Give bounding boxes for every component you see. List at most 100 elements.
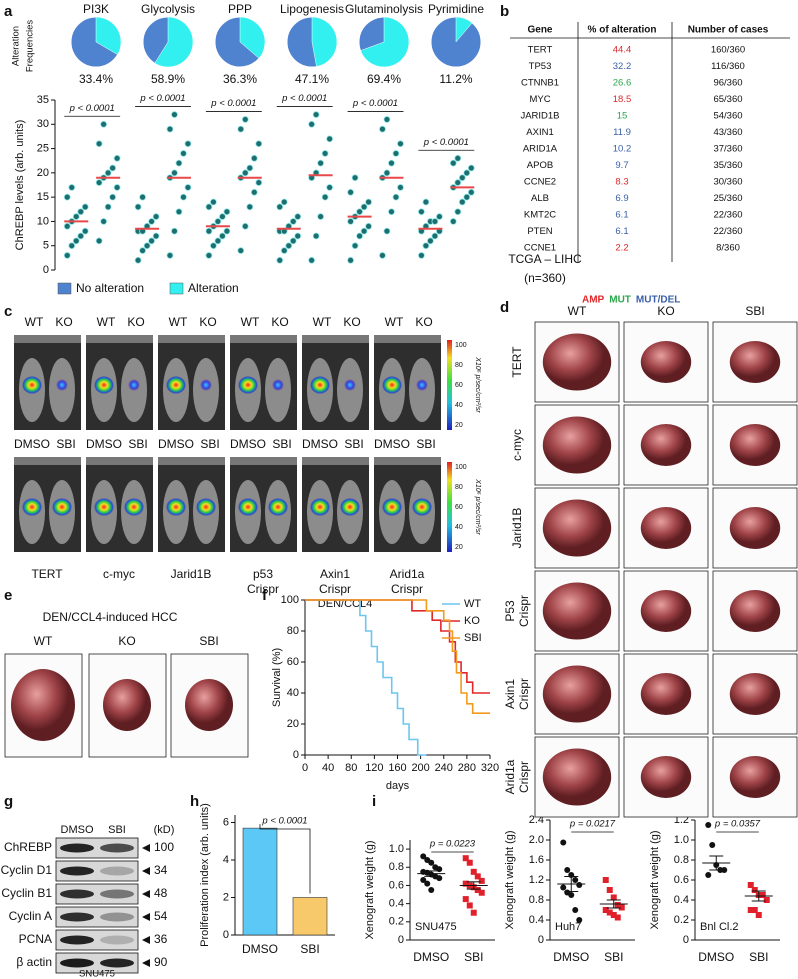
alteration-pct: 44.4 xyxy=(613,45,632,56)
dot xyxy=(104,169,112,177)
case-count: 160/360 xyxy=(711,45,745,56)
caption: p53 xyxy=(253,567,273,581)
dot xyxy=(347,256,354,264)
y-tick-label: 4 xyxy=(223,854,229,866)
kd-label: 48 xyxy=(154,886,168,900)
signal xyxy=(128,379,140,391)
dot xyxy=(237,125,245,133)
liver xyxy=(729,590,781,632)
group-label: DMSO xyxy=(158,437,194,451)
y-tick-label: 0.8 xyxy=(389,861,404,873)
band xyxy=(60,912,94,922)
cell-line-label: Bnl Cl.2 xyxy=(700,921,739,933)
table-legend: MUT/DEL xyxy=(636,295,680,306)
x-tick-label: SBI xyxy=(604,950,623,964)
x-tick-label: SBI xyxy=(749,950,768,964)
dot xyxy=(205,252,213,259)
dot xyxy=(463,193,471,201)
dot xyxy=(175,159,183,167)
signal xyxy=(22,376,42,394)
dot xyxy=(365,198,372,206)
dot xyxy=(285,242,293,250)
alteration-pct: 8.3 xyxy=(615,177,628,188)
dot xyxy=(568,892,575,898)
dot xyxy=(134,256,142,264)
y-tick-label: 6 xyxy=(223,816,229,828)
panel-label: g xyxy=(4,793,13,810)
dot xyxy=(113,154,121,162)
dot xyxy=(294,232,302,240)
dot xyxy=(100,120,108,128)
dot xyxy=(95,237,103,245)
dot xyxy=(104,203,112,211)
y-tick-label: 0.4 xyxy=(674,894,689,906)
pie-value-label: 11.2% xyxy=(439,72,472,86)
ivis-frame xyxy=(230,335,297,343)
table-legend: AMP xyxy=(582,295,605,306)
cell-line-label: Huh7 xyxy=(555,921,581,933)
caption: Crispr xyxy=(247,582,279,596)
colorbar-unit: X10⁶ p/sec/cm²/sr xyxy=(474,356,481,413)
row-label: Crispr xyxy=(517,595,531,627)
column-label: KO xyxy=(657,304,674,318)
ivis-frame xyxy=(158,335,225,343)
blot-strip xyxy=(55,883,139,905)
dot xyxy=(360,203,368,211)
annotation: p = 0.0357 xyxy=(714,819,761,830)
dot xyxy=(365,222,372,230)
dot xyxy=(171,227,178,235)
band xyxy=(100,912,134,922)
panel-label: e xyxy=(4,587,12,604)
table-header: Gene xyxy=(527,25,552,36)
dot xyxy=(606,909,613,916)
dot xyxy=(308,256,316,264)
legend-label: KO xyxy=(464,615,480,627)
liver-image xyxy=(623,404,709,486)
group-label: KO xyxy=(127,315,144,329)
bar xyxy=(292,897,328,936)
dot xyxy=(383,116,391,123)
dot xyxy=(326,135,334,143)
dot xyxy=(392,193,400,201)
annotation: p < 0.0001 xyxy=(69,103,115,114)
case-count: 35/360 xyxy=(713,160,742,171)
x-tick-label: DMSO xyxy=(413,950,449,964)
pie-title: PPP xyxy=(228,2,252,16)
dot xyxy=(618,904,625,911)
dot xyxy=(180,150,187,157)
dot xyxy=(139,193,146,201)
liver xyxy=(729,756,781,798)
group-label: WT xyxy=(313,315,332,329)
ivis-frame xyxy=(158,457,225,465)
legend-label: WT xyxy=(464,598,481,610)
group-label: KO xyxy=(55,315,72,329)
dot xyxy=(223,208,231,216)
dot xyxy=(466,859,473,866)
dot xyxy=(572,907,579,913)
y-axis-label: Proliferation index (arb. units) xyxy=(199,803,211,947)
annotation: p < 0.0001 xyxy=(210,98,256,109)
note: TCGA – LIHC xyxy=(508,252,582,266)
dot xyxy=(289,218,297,225)
dot xyxy=(289,237,297,245)
dot xyxy=(294,213,302,220)
y-tick-label: 1.0 xyxy=(389,843,404,855)
dot xyxy=(219,213,226,220)
table-header: % of alteration xyxy=(588,25,657,36)
dot xyxy=(317,159,325,167)
row-label: Crispr xyxy=(517,678,531,710)
dot xyxy=(449,218,457,225)
caption: Crispr xyxy=(319,582,351,596)
caption: c-myc xyxy=(103,567,135,581)
survival-line xyxy=(305,599,490,694)
pie-value-label: 69.4% xyxy=(367,72,401,86)
case-count: 65/360 xyxy=(713,94,742,105)
colorbar-tick: 40 xyxy=(455,524,463,531)
dot xyxy=(420,877,427,883)
dot xyxy=(171,111,178,118)
row-label: TERT xyxy=(510,346,524,378)
y-tick-label: 30 xyxy=(37,118,49,130)
signal xyxy=(166,498,186,516)
dot xyxy=(602,877,609,883)
dot xyxy=(747,907,754,913)
